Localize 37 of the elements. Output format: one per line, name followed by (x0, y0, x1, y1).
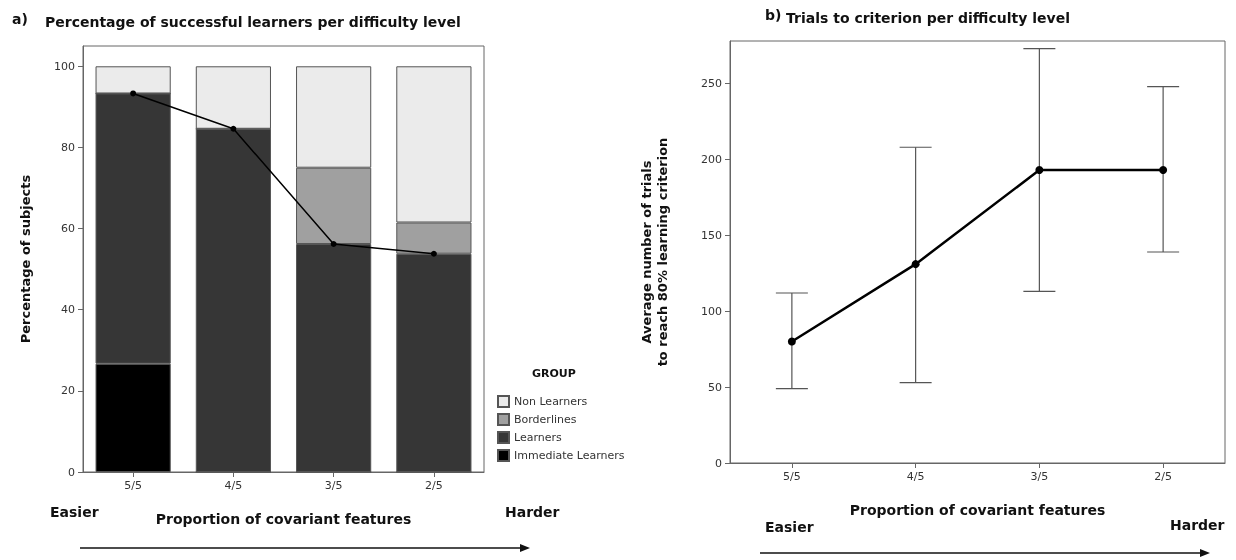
x-tick-label: 2/5 (1154, 470, 1172, 483)
legend-label: Learners (514, 431, 563, 444)
x-tick-label: 5/5 (783, 470, 801, 483)
y-tick-label: 50 (708, 380, 722, 394)
text: Easier (50, 504, 99, 520)
legend-title: GROUP (532, 367, 576, 380)
text: Harder (505, 504, 560, 520)
x-tick-label: 2/5 (425, 479, 443, 492)
x-axis-title: Proportion of covariant features (155, 511, 412, 527)
y-tick-label: 40 (61, 303, 75, 317)
x-tick-label: 4/5 (224, 479, 243, 492)
y-axis-title: Percentage of subjects (17, 174, 33, 344)
y-tick-label: 100 (701, 304, 722, 318)
y-tick-label: 250 (701, 77, 722, 90)
x-tick-label: 3/5 (324, 479, 343, 492)
y-tick-label: 20 (61, 384, 75, 398)
legend-label: Immediate Learners (514, 449, 625, 462)
y-tick-label: 0 (715, 456, 722, 470)
x-tick-label: 5/5 (124, 479, 142, 492)
chart-title: Percentage of successful learners per difficulty level (45, 14, 461, 30)
y-tick-label: 100 (54, 59, 75, 73)
text: b) (765, 7, 782, 23)
legend-label: Non Learners (514, 395, 588, 408)
y-tick-label: 60 (61, 222, 75, 236)
text: Easier (765, 519, 814, 535)
chart-title: Trials to criterion per difficulty level (786, 10, 1070, 26)
legend-label: Borderlines (514, 413, 577, 426)
y-tick-label: 150 (701, 228, 722, 242)
x-tick-label: 4/5 (906, 470, 925, 483)
y-tick-label: 200 (701, 152, 722, 166)
y-tick-label: 80 (61, 140, 75, 154)
text: a) (12, 11, 28, 27)
x-axis-title: Proportion of covariant features (849, 502, 1106, 518)
text: Harder (1170, 517, 1225, 533)
x-tick-label: 3/5 (1030, 470, 1049, 483)
y-tick-label: 0 (68, 465, 75, 479)
y-axis-title: Average number of trials to reach 80% learning criterion (638, 137, 670, 367)
